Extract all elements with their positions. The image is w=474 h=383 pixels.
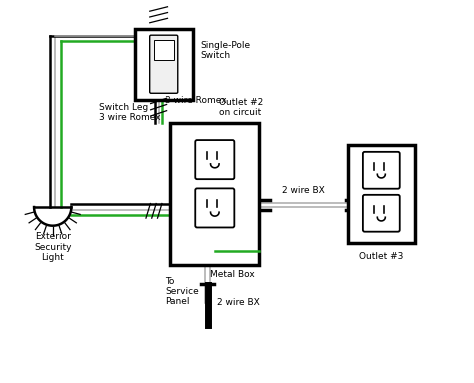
FancyBboxPatch shape <box>195 140 234 179</box>
FancyBboxPatch shape <box>150 35 178 93</box>
Text: To
Service
Panel: To Service Panel <box>165 277 199 306</box>
Text: 2 wire BX: 2 wire BX <box>217 298 259 307</box>
Text: Single-Pole
Switch: Single-Pole Switch <box>201 41 251 61</box>
Bar <box>135 29 192 100</box>
Bar <box>154 40 174 60</box>
FancyBboxPatch shape <box>363 152 400 189</box>
FancyBboxPatch shape <box>195 188 234 228</box>
Text: Outlet #3: Outlet #3 <box>359 252 403 261</box>
Text: Metal Box: Metal Box <box>210 270 255 279</box>
Text: Switch Leg
3 wire Romex: Switch Leg 3 wire Romex <box>100 103 161 122</box>
Text: 3 wire Romex: 3 wire Romex <box>165 96 227 105</box>
Text: Outlet #2
on circuit: Outlet #2 on circuit <box>219 98 264 117</box>
Text: 2 wire BX: 2 wire BX <box>282 186 325 195</box>
Text: Exterior
Security
Light: Exterior Security Light <box>34 232 72 262</box>
FancyBboxPatch shape <box>363 195 400 232</box>
Bar <box>170 123 259 265</box>
Bar <box>348 145 415 242</box>
